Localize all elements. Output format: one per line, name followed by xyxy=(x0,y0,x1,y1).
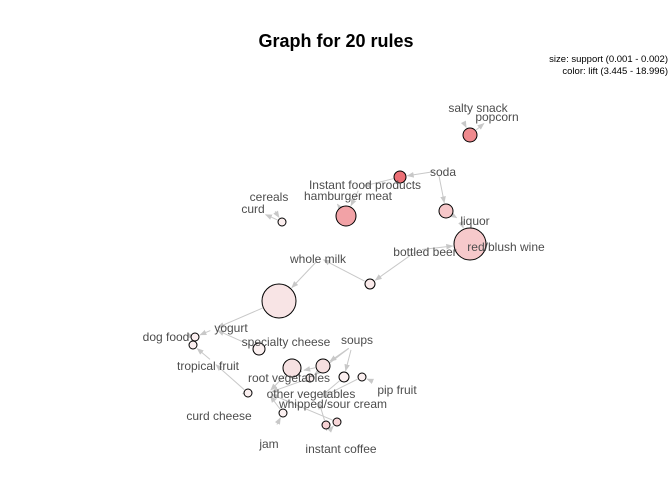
edge-soda-to-r-instant xyxy=(406,171,435,178)
item-label-liquor: liquor xyxy=(460,214,489,228)
item-label-dog-food: dog food xyxy=(143,330,190,344)
edge-r-curdcheese-to-tropical-fruit xyxy=(215,364,245,391)
edge-r-liquor-to-liquor xyxy=(449,212,458,219)
item-label-soda: soda xyxy=(430,165,456,179)
edge-bottled-beer-to-r-wine xyxy=(421,243,454,250)
rule-vertex-r-yogurt[interactable] xyxy=(261,283,297,319)
edge-r-hamburger-to-hamburger xyxy=(336,203,344,211)
rule-vertex-r-curd[interactable] xyxy=(277,217,287,227)
item-label-pip-fruit: pip fruit xyxy=(377,383,417,397)
rule-vertex-r-jam[interactable] xyxy=(278,408,288,418)
edge-r-popcorn-to-popcorn xyxy=(475,123,485,131)
rule-vertex-r-popcorn[interactable] xyxy=(462,127,478,143)
edge-r-curd-to-curd xyxy=(264,214,278,221)
rule-vertex-r-pip[interactable] xyxy=(357,372,367,382)
item-label-bottled-beer: bottled beer xyxy=(393,245,456,259)
edge-tropical-fruit-to-r-dog2 xyxy=(196,348,211,360)
edge-bottled-beer-to-r-milk xyxy=(374,251,415,281)
rule-vertex-r-liquor[interactable] xyxy=(438,203,454,219)
rule-vertex-r-coffee1[interactable] xyxy=(321,420,331,430)
item-label-root-vegetables: root vegetables xyxy=(248,371,330,385)
rule-vertex-r-soups1[interactable] xyxy=(315,358,331,374)
item-label-curd: curd xyxy=(241,202,264,216)
edge-r-spec-to-yogurt xyxy=(217,330,253,347)
item-label-instant-coffee: instant coffee xyxy=(305,442,376,456)
item-label-whole-milk: whole milk xyxy=(289,252,347,266)
legend-size-text: size: support (0.001 - 0.002) xyxy=(549,54,668,65)
item-label-salty-snack: salty snack xyxy=(448,101,508,115)
item-label-cereals: cereals xyxy=(250,190,289,204)
edge-soups-to-r-soups2 xyxy=(344,349,352,372)
edge-jam-to-r-jam xyxy=(274,417,281,425)
item-label-other-vegetables: other vegetables xyxy=(267,387,356,401)
item-label-soups: soups xyxy=(341,333,373,347)
item-label-hamburger: hamburger meat xyxy=(304,189,393,203)
item-label-whipped-cream: whipped/sour cream xyxy=(278,397,387,411)
edge-r-soups3-to-other-vegetables xyxy=(271,379,306,393)
rule-vertex-r-soups2[interactable] xyxy=(338,371,350,383)
edge-r-instant-to-instant-food xyxy=(363,178,394,188)
rule-vertex-r-instant[interactable] xyxy=(393,170,407,184)
rule-vertex-r-root1[interactable] xyxy=(282,358,302,378)
edge-r-soups1-to-root-vegetables xyxy=(303,366,316,372)
rule-vertex-r-wine[interactable] xyxy=(453,227,487,261)
edge-r-pip-to-whipped-cream xyxy=(320,378,358,398)
rule-vertex-r-curdcheese[interactable] xyxy=(243,388,253,398)
rule-vertex-r-hamburger[interactable] xyxy=(335,205,357,227)
edge-whole-milk-to-r-yogurt xyxy=(291,260,318,289)
item-label-yogurt: yogurt xyxy=(214,321,248,335)
rule-vertex-r-dog1[interactable] xyxy=(190,332,200,342)
item-label-tropical-fruit: tropical fruit xyxy=(177,359,240,373)
rule-vertex-r-dog2[interactable] xyxy=(188,340,198,350)
edge-r-coffee2-to-other-vegetables xyxy=(271,394,333,421)
edge-salty-snack-to-r-popcorn xyxy=(460,120,467,129)
edge-instant-coffee-to-r-coffee2 xyxy=(326,425,334,433)
rule-vertex-layer xyxy=(188,127,487,430)
item-label-red-wine: red/blush wine xyxy=(467,240,545,254)
edge-pip-fruit-to-r-pip xyxy=(366,378,374,385)
rule-vertex-r-soups3[interactable] xyxy=(305,373,315,383)
item-label-instant-food: Instant food products xyxy=(309,178,421,192)
item-label-popcorn: popcorn xyxy=(475,110,518,124)
rule-vertex-r-spec[interactable] xyxy=(252,342,266,356)
legend-color-text: color: lift (3.445 - 18.996) xyxy=(562,66,668,77)
rule-vertex-r-milk[interactable] xyxy=(364,278,376,290)
item-label-specialty-cheese: specialty cheese xyxy=(242,335,331,349)
item-label-curd-cheese: curd cheese xyxy=(186,409,252,423)
graph-title: Graph for 20 rules xyxy=(258,31,413,51)
edge-instant-food-to-r-hamburger xyxy=(350,190,359,207)
edge-r-yogurt-to-yogurt xyxy=(217,307,263,328)
edge-cereals-to-r-curd xyxy=(273,210,280,218)
edge-soda-to-r-liquor xyxy=(438,174,446,204)
item-label-jam: jam xyxy=(258,437,278,451)
edge-r-coffee1-to-whipped-cream xyxy=(318,402,325,421)
edge-liquor-to-r-wine xyxy=(458,220,464,229)
edge-r-milk-to-whole-milk xyxy=(322,259,365,282)
rule-vertex-r-coffee2[interactable] xyxy=(332,417,342,427)
edge-layer xyxy=(187,120,485,433)
edge-yogurt-to-r-dog1 xyxy=(199,329,211,336)
